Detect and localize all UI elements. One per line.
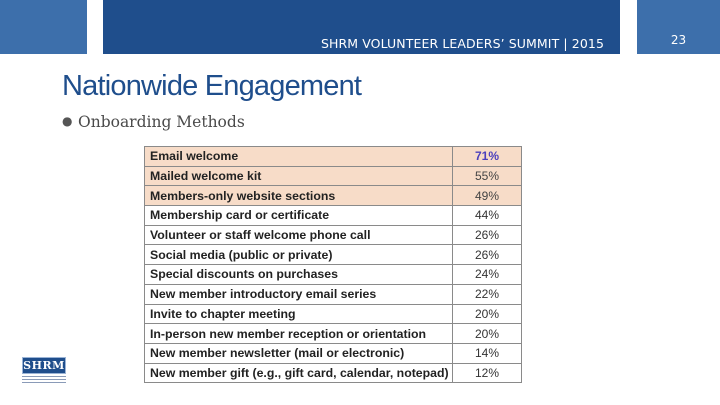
- method-percentage: 71%: [452, 146, 522, 167]
- method-label: Social media (public or private): [144, 244, 453, 266]
- method-percentage: 44%: [452, 205, 522, 226]
- left-header-block: [0, 0, 87, 54]
- table-row: Invite to chapter meeting 20%: [144, 303, 522, 325]
- method-label: In-person new member reception or orient…: [144, 323, 453, 344]
- bullet-icon: ●: [62, 114, 73, 128]
- shrm-logo-tagline: [22, 376, 66, 383]
- method-percentage: 22%: [452, 283, 522, 305]
- method-percentage: 20%: [452, 323, 522, 344]
- onboarding-methods-table: Email welcome 71% Mailed welcome kit 55% Mem…: [144, 146, 522, 384]
- table-row: In-person new member reception or orient…: [144, 323, 522, 344]
- method-label: Members-only website sections: [144, 185, 453, 207]
- table-row: New member newsletter (mail or electroni…: [144, 342, 522, 364]
- method-label: Mailed welcome kit: [144, 165, 453, 187]
- method-percentage: 20%: [452, 303, 522, 325]
- method-label: New member introductory email series: [144, 283, 453, 305]
- method-percentage: 12%: [452, 362, 522, 384]
- summit-title: SHRM VOLUNTEER LEADERS’ SUMMIT | 2015: [320, 36, 604, 51]
- method-label: Membership card or certificate: [144, 205, 453, 226]
- method-label: Special discounts on purchases: [144, 264, 453, 285]
- method-label: Volunteer or staff welcome phone call: [144, 224, 453, 246]
- method-percentage: 55%: [452, 165, 522, 187]
- table-row: Membership card or certificate 44%: [144, 205, 522, 226]
- table-row: Mailed welcome kit 55%: [144, 165, 522, 187]
- page-number: 23: [670, 33, 687, 47]
- method-percentage: 24%: [452, 264, 522, 285]
- bullet-item: ● Onboarding Methods: [62, 113, 245, 131]
- table-row: Volunteer or staff welcome phone call 26%: [144, 224, 522, 246]
- slide-title: Nationwide Engagement: [62, 70, 362, 102]
- table-row: New member introductory email series 22%: [144, 283, 522, 305]
- bullet-text: Onboarding Methods: [78, 113, 245, 131]
- shrm-logo: SHRM: [22, 357, 66, 383]
- method-percentage: 49%: [452, 185, 522, 207]
- method-label: New member gift (e.g., gift card, calend…: [144, 362, 453, 384]
- method-percentage: 26%: [452, 244, 522, 266]
- method-label: New member newsletter (mail or electroni…: [144, 342, 453, 364]
- table-row: Special discounts on purchases 24%: [144, 264, 522, 285]
- method-label: Invite to chapter meeting: [144, 303, 453, 325]
- method-label: Email welcome: [144, 146, 453, 167]
- method-percentage: 26%: [452, 224, 522, 246]
- shrm-logo-mark: SHRM: [22, 357, 66, 374]
- table-row: Email welcome 71%: [144, 146, 522, 167]
- table-row: Social media (public or private) 26%: [144, 244, 522, 266]
- right-header-block: [637, 0, 720, 54]
- header-banner: SHRM VOLUNTEER LEADERS’ SUMMIT | 2015: [103, 0, 620, 54]
- method-percentage: 14%: [452, 342, 522, 364]
- table-row: Members-only website sections 49%: [144, 185, 522, 207]
- table-row: New member gift (e.g., gift card, calend…: [144, 362, 522, 384]
